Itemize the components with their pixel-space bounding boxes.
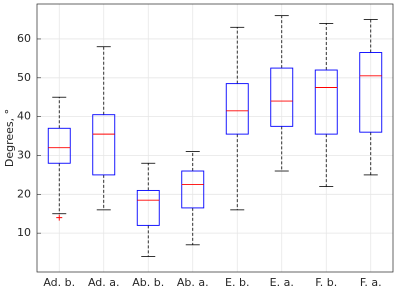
box xyxy=(314,69,338,135)
y-tick-label: 40 xyxy=(17,110,31,123)
y-tick-label: 10 xyxy=(17,226,31,239)
x-tick-label: Ad. b. xyxy=(43,276,75,288)
box xyxy=(359,52,383,133)
y-tick-label: 50 xyxy=(17,71,31,84)
x-tick-label: F. a. xyxy=(360,276,382,288)
x-tick-label: F. b. xyxy=(315,276,337,288)
box xyxy=(92,114,116,176)
box xyxy=(47,127,71,164)
x-tick-label: Ab. a. xyxy=(177,276,209,288)
plot-area xyxy=(37,4,393,272)
y-tick-label: 60 xyxy=(17,32,31,45)
y-tick-label: 30 xyxy=(17,148,31,161)
y-tick-label: 20 xyxy=(17,187,31,200)
outlier xyxy=(56,214,63,221)
x-tick-label: E. b. xyxy=(225,276,249,288)
x-tick-label: Ad. a. xyxy=(88,276,120,288)
x-tick-label: E. a. xyxy=(270,276,294,288)
box xyxy=(181,170,205,209)
x-tick-label: Ab. b. xyxy=(132,276,164,288)
y-axis-label: Degrees, ° xyxy=(3,109,16,167)
box xyxy=(225,83,249,135)
box xyxy=(270,67,294,127)
axes-frame xyxy=(36,3,394,273)
box xyxy=(136,189,160,226)
